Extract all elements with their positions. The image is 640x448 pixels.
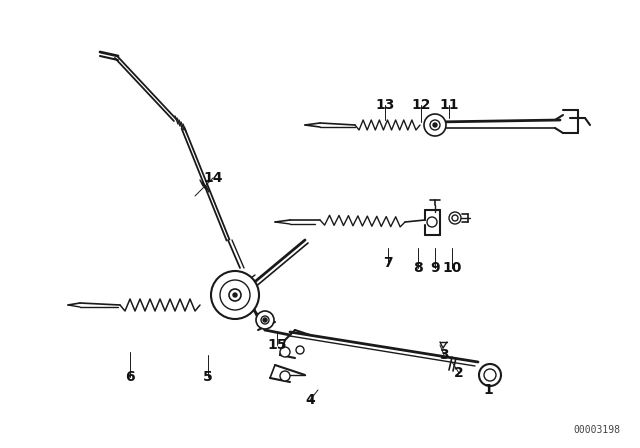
Circle shape — [479, 364, 501, 386]
Circle shape — [233, 293, 237, 297]
Circle shape — [452, 215, 458, 221]
Text: 5: 5 — [203, 370, 213, 384]
Circle shape — [263, 318, 267, 322]
Text: 3: 3 — [439, 348, 449, 362]
Circle shape — [449, 212, 461, 224]
Text: 7: 7 — [383, 256, 393, 270]
Text: 1: 1 — [483, 383, 493, 397]
Circle shape — [211, 271, 259, 319]
Circle shape — [280, 347, 290, 357]
Circle shape — [427, 217, 437, 227]
Text: 11: 11 — [439, 98, 459, 112]
Text: 4: 4 — [305, 393, 315, 407]
Circle shape — [280, 371, 290, 381]
Text: 14: 14 — [204, 171, 223, 185]
Circle shape — [261, 316, 269, 324]
Circle shape — [430, 120, 440, 130]
Circle shape — [484, 369, 496, 381]
Text: 6: 6 — [125, 370, 135, 384]
Circle shape — [229, 289, 241, 301]
Circle shape — [296, 346, 304, 354]
Text: 2: 2 — [454, 366, 464, 380]
Circle shape — [424, 114, 446, 136]
Text: 8: 8 — [413, 261, 423, 275]
Text: 15: 15 — [268, 338, 287, 352]
Text: 12: 12 — [412, 98, 431, 112]
Text: 00003198: 00003198 — [573, 425, 620, 435]
Text: 13: 13 — [375, 98, 395, 112]
Circle shape — [433, 123, 437, 127]
Circle shape — [256, 311, 274, 329]
Text: 10: 10 — [442, 261, 461, 275]
Circle shape — [220, 280, 250, 310]
Text: 9: 9 — [430, 261, 440, 275]
